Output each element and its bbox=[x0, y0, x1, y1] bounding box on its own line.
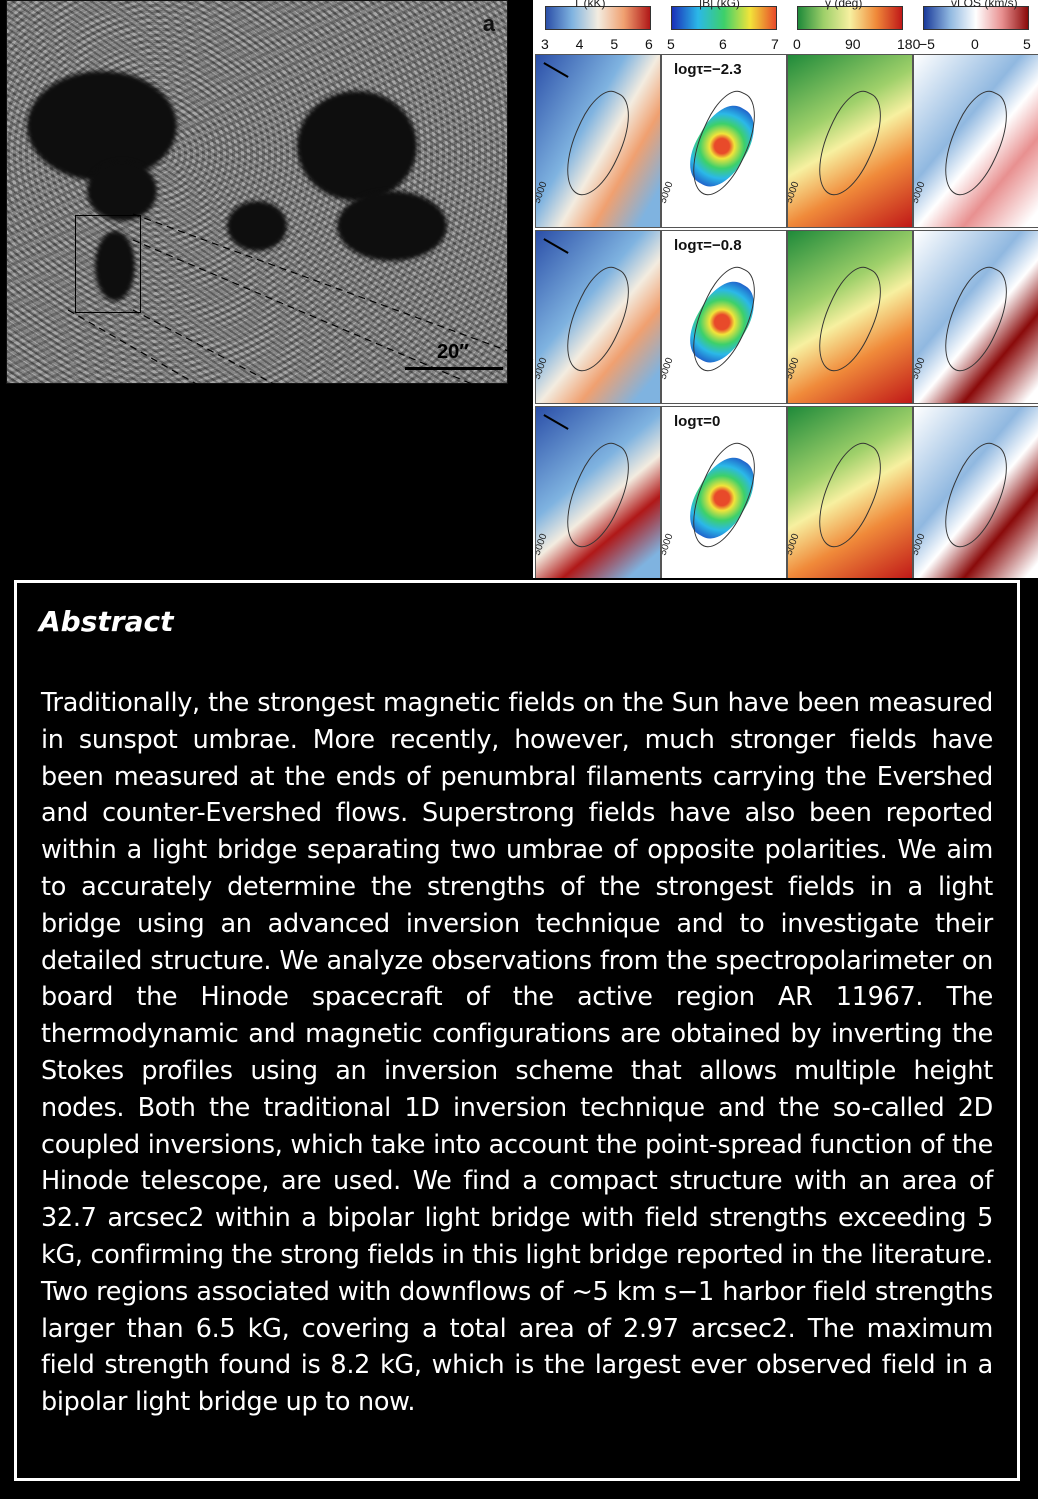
colorbar-tick: 0 bbox=[971, 36, 979, 52]
map-row2-col1: logτ=0 5000 bbox=[661, 406, 787, 578]
contour-label: 5000 bbox=[787, 356, 802, 381]
contour-label: 5000 bbox=[787, 532, 802, 557]
contour-label: 5000 bbox=[913, 532, 928, 557]
abstract-body: Traditionally, the strongest magnetic fi… bbox=[41, 688, 993, 1418]
scale-label: 20″ bbox=[437, 341, 469, 363]
umbra-left-lower bbox=[87, 161, 157, 221]
colorbar-tick: 180 bbox=[897, 36, 921, 52]
figure: a 20″ T (kK) 3 4 5 6 |B| (kG) 5 6 7 γ (deg) 0 90 180… bbox=[0, 0, 1038, 578]
colorbar-title: |B| (kG) bbox=[699, 0, 740, 10]
direction-arrow bbox=[543, 414, 569, 430]
contour-line bbox=[804, 436, 895, 556]
map-row0-col1: logτ=−2.3 5000 bbox=[661, 54, 787, 228]
contour-line bbox=[930, 436, 1021, 556]
colorbar-2 bbox=[797, 6, 903, 30]
map-row0-col3: 5000 bbox=[913, 54, 1038, 228]
map-row2-col2: 5000 bbox=[787, 406, 913, 578]
contour-label: 5000 bbox=[913, 180, 928, 205]
contour-line bbox=[804, 260, 895, 380]
colorbar-title: T (kK) bbox=[573, 0, 606, 10]
contour-label: 5000 bbox=[913, 356, 928, 381]
panel-letter: a bbox=[482, 11, 495, 36]
umbra-right-lower bbox=[337, 191, 447, 261]
contour-line bbox=[930, 260, 1021, 380]
contour-line bbox=[552, 84, 643, 204]
zoom-box bbox=[75, 215, 141, 313]
contour-line bbox=[678, 84, 769, 204]
colorbar-tick: 7 bbox=[771, 36, 779, 52]
contour-label: 5000 bbox=[535, 532, 550, 557]
colorbar-tick: 6 bbox=[645, 36, 653, 52]
umbra-middle bbox=[227, 201, 287, 251]
map-row2-col0: 5000 bbox=[535, 406, 661, 578]
colorbar-tick: 5 bbox=[610, 36, 619, 52]
map-row2-col3: 5000 bbox=[913, 406, 1038, 578]
umbra-bridge bbox=[95, 231, 135, 301]
contour-label: 5000 bbox=[787, 180, 802, 205]
umbra-right bbox=[297, 91, 417, 201]
granulation-texture bbox=[7, 1, 507, 383]
sunspot-image: a 20″ bbox=[6, 0, 508, 384]
colorbar-title: vLOS (km/s) bbox=[951, 0, 1018, 10]
colorbar-tick: 3 bbox=[541, 36, 549, 52]
colorbar-tick: 5 bbox=[667, 36, 675, 52]
colorbar-tick: 0 bbox=[793, 36, 801, 52]
logtau-label: logτ=−0.8 bbox=[674, 237, 742, 254]
colorbar-tick: 5 bbox=[1023, 36, 1031, 52]
abstract-box: Abstract Traditionally, the strongest ma… bbox=[14, 580, 1020, 1481]
contour-line bbox=[678, 260, 769, 380]
map-row1-col1: logτ=−0.8 5000 bbox=[661, 230, 787, 404]
contour-label: 5000 bbox=[535, 356, 550, 381]
umbra-left bbox=[27, 71, 177, 181]
colorbar-0 bbox=[545, 6, 651, 30]
logtau-label: logτ=−2.3 bbox=[674, 61, 742, 78]
colorbar-title: γ (deg) bbox=[825, 0, 863, 10]
scale-bar bbox=[405, 367, 503, 370]
contour-label: 5000 bbox=[661, 532, 676, 557]
contour-label: 5000 bbox=[535, 180, 550, 205]
map-row1-col0: 5000 bbox=[535, 230, 661, 404]
logtau-label: logτ=0 bbox=[674, 413, 721, 430]
colorbar-3 bbox=[923, 6, 1029, 30]
contour-line bbox=[930, 84, 1021, 204]
colorbar-row: T (kK) 3 4 5 6 |B| (kG) 5 6 7 γ (deg) 0 90 180 vLOS (… bbox=[533, 0, 1038, 52]
abstract-heading: Abstract bbox=[39, 605, 174, 638]
contour-line bbox=[804, 84, 895, 204]
colorbar-tick: 6 bbox=[719, 36, 727, 52]
map-row1-col2: 5000 bbox=[787, 230, 913, 404]
map-panels: T (kK) 3 4 5 6 |B| (kG) 5 6 7 γ (deg) 0 90 180 vLOS (… bbox=[533, 0, 1038, 578]
direction-arrow bbox=[543, 62, 569, 78]
colorbar-tick: 4 bbox=[575, 36, 584, 52]
contour-label: 5000 bbox=[661, 180, 676, 205]
contour-label: 5000 bbox=[661, 356, 676, 381]
colorbar-1 bbox=[671, 6, 777, 30]
map-row0-col0: 5000 bbox=[535, 54, 661, 228]
map-row0-col2: 5000 bbox=[787, 54, 913, 228]
colorbar-tick: 90 bbox=[845, 36, 861, 52]
direction-arrow bbox=[543, 238, 569, 254]
map-row1-col3: 5000 bbox=[913, 230, 1038, 404]
contour-line bbox=[552, 436, 643, 556]
colorbar-tick: −5 bbox=[919, 36, 935, 52]
contour-line bbox=[552, 260, 643, 380]
contour-line bbox=[678, 436, 769, 556]
